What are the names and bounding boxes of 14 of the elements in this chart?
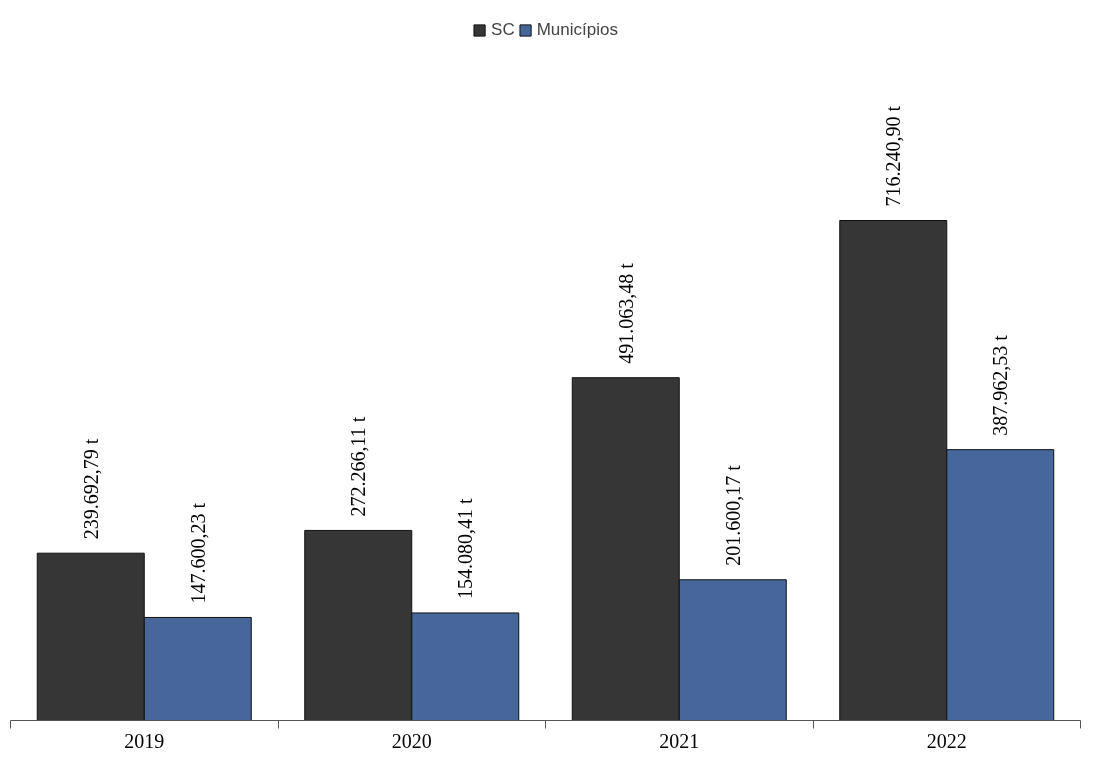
data-label: 716.240,90 t (882, 105, 905, 207)
data-label: 491.063,48 t (614, 262, 637, 364)
x-tick-label: 2019 (124, 729, 165, 752)
data-label: 272.266,11 t (347, 416, 370, 517)
data-label: 154.080,41 t (454, 497, 477, 599)
x-tick-label: 2020 (391, 729, 432, 752)
data-label: 201.600,17 t (721, 464, 744, 566)
x-tick-label: 2022 (926, 729, 967, 752)
legend-label: SC (491, 20, 515, 40)
data-label: 147.600,23 t (186, 502, 209, 604)
data-label: 239.692,79 t (79, 438, 102, 540)
legend-label: Municípios (536, 20, 618, 40)
data-label: 387.962,53 t (989, 334, 1012, 436)
x-tick-label: 2021 (659, 729, 700, 752)
